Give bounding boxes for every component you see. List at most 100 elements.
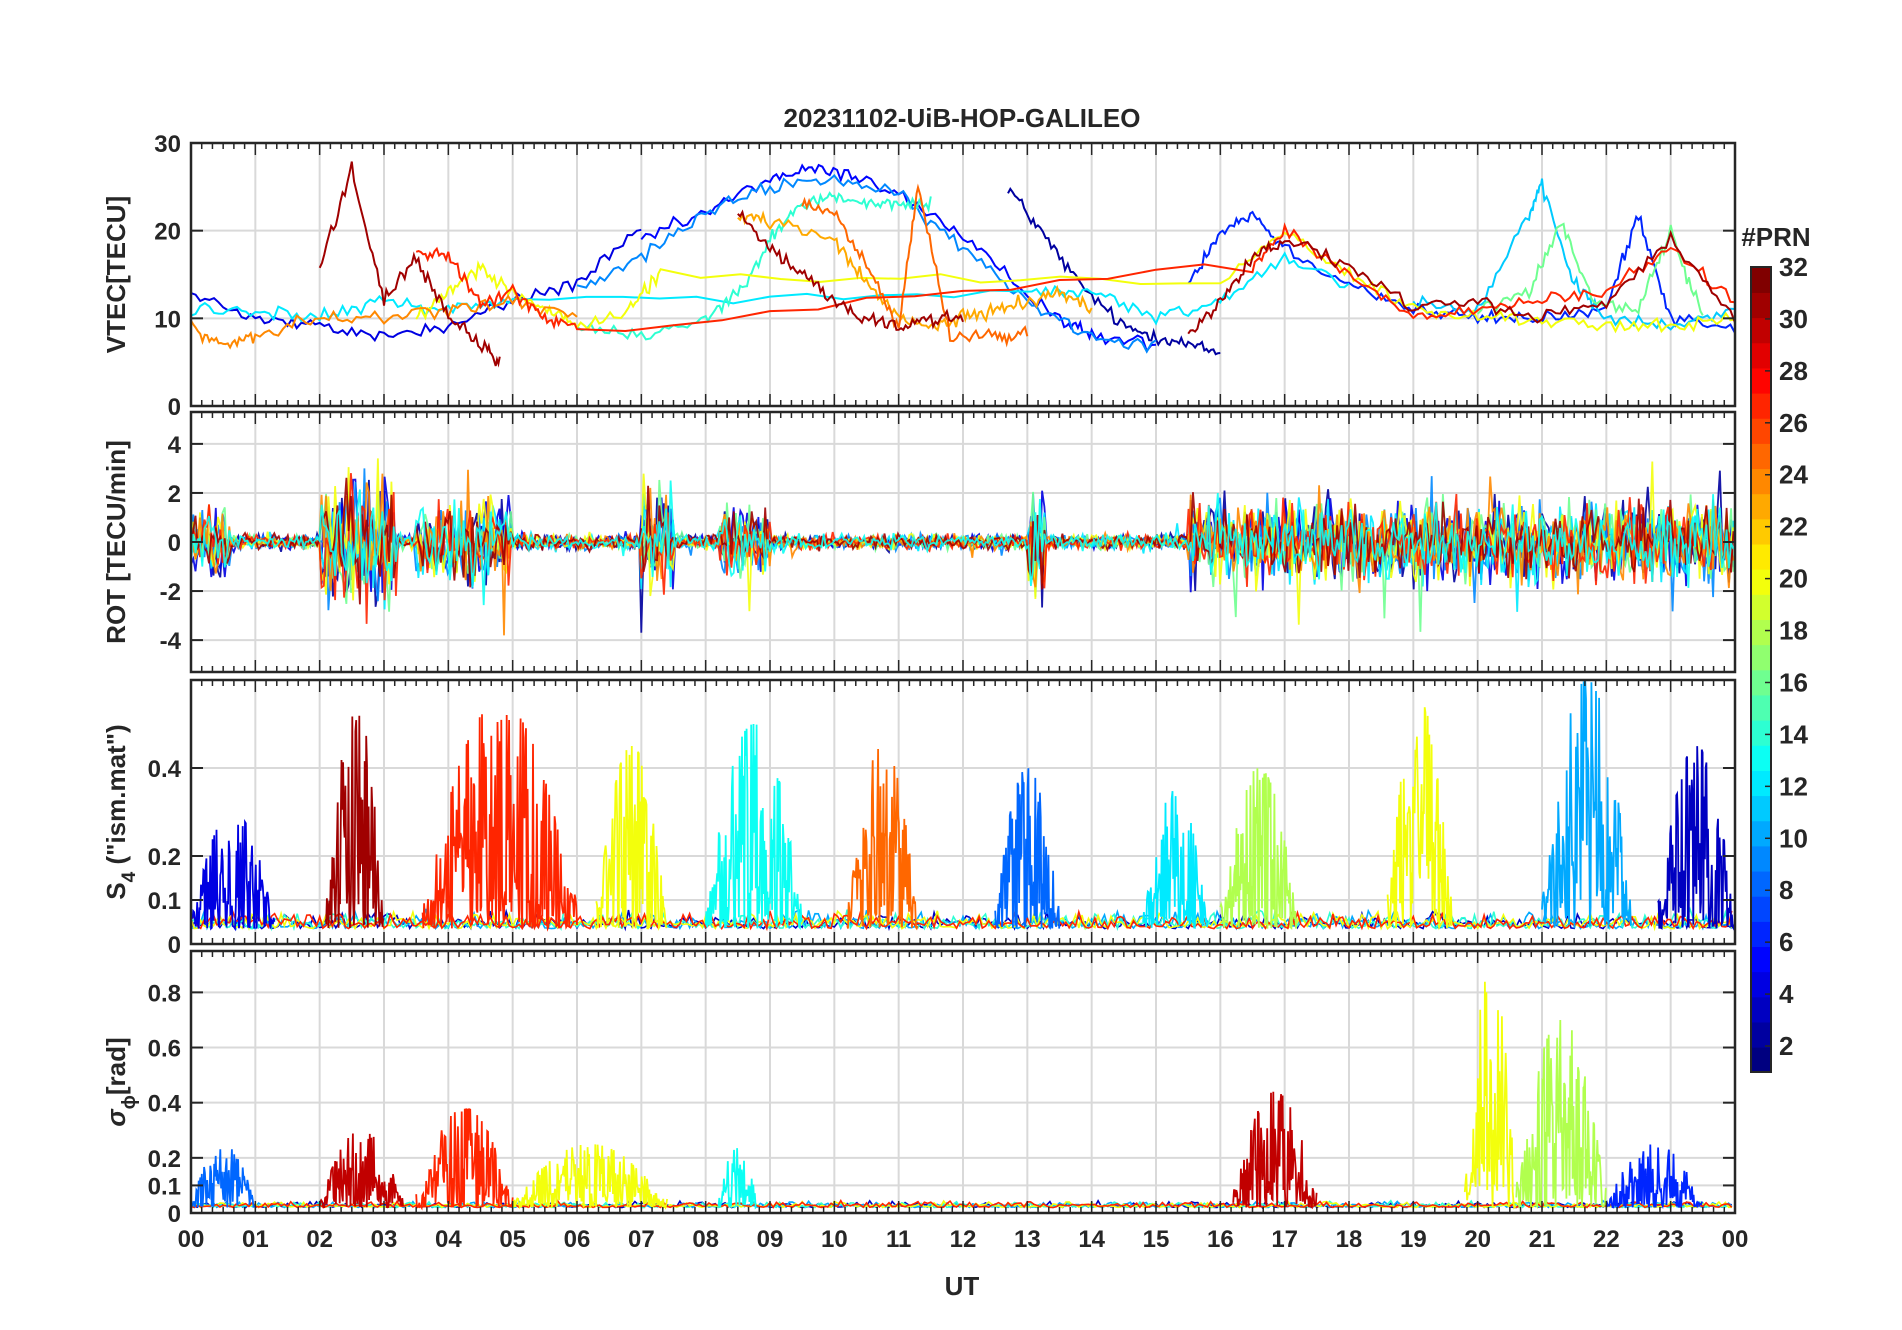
panel-s4: 0 0.1 0.2 0.4 S4 ("ism.mat") — [101, 678, 1737, 959]
x-axis-label: UT — [945, 1271, 980, 1301]
series-line-prn-13 — [704, 723, 803, 930]
colorbar-swatch — [1751, 568, 1771, 595]
series-line-prn-27 — [191, 908, 1733, 932]
colorbar-swatch — [1751, 795, 1771, 822]
colorbar-swatch — [1751, 543, 1771, 570]
colorbar-tick-label: 26 — [1779, 408, 1808, 438]
x-tick-label: 10 — [821, 1226, 848, 1253]
y-tick-label: 0 — [168, 932, 181, 959]
y-axis-label: VTEC[TECU] — [101, 196, 131, 353]
x-tick-label: 21 — [1529, 1226, 1556, 1253]
x-tick-label: 17 — [1271, 1226, 1298, 1253]
panel-vtec: 0 10 20 30 VTEC[TECU] — [101, 131, 1737, 421]
colorbar-frame — [1750, 266, 1772, 1073]
x-tick-label: 18 — [1336, 1226, 1363, 1253]
colorbar-tick-label: 12 — [1779, 771, 1808, 801]
colorbar-swatch — [1751, 870, 1771, 897]
colorbar-swatch — [1751, 342, 1771, 369]
y-tick-label: 0.1 — [148, 888, 181, 915]
series-group — [191, 680, 1735, 932]
series-line-prn-30 — [1232, 1091, 1318, 1210]
colorbar-swatch — [1751, 317, 1771, 344]
x-tick-label: 06 — [564, 1226, 591, 1253]
series-line-prn-12 — [191, 251, 1350, 326]
y-tick-label: 0 — [168, 394, 181, 421]
colorbar-swatch — [1751, 996, 1771, 1023]
series-line-prn-30 — [318, 1133, 404, 1209]
colorbar-swatch — [1751, 292, 1771, 319]
series-line-prn-20 — [1463, 981, 1517, 1210]
figure-title: 20231102-UiB-HOP-GALILEO — [784, 103, 1141, 133]
x-tick-label: 22 — [1593, 1226, 1620, 1253]
series-line-prn-20 — [1386, 707, 1453, 929]
series-line-prn-9 — [576, 174, 1157, 354]
x-tick-label: 09 — [757, 1226, 784, 1253]
x-tick-label: 05 — [499, 1226, 526, 1253]
series-line-prn-13 — [191, 480, 1735, 606]
series-line-prn-31 — [191, 477, 1735, 605]
series-line-prn-4 — [191, 818, 276, 932]
y-tick-label: 0.2 — [148, 844, 181, 871]
series-line-prn-18 — [1515, 1019, 1607, 1210]
x-tick-label: 16 — [1207, 1226, 1234, 1253]
series-line-prn-20 — [191, 908, 1733, 932]
panel-rot: -4 -2 0 2 4 ROT [TECU/min] — [101, 410, 1737, 674]
x-tick-label: 01 — [242, 1226, 269, 1253]
colorbar-tick-label: 28 — [1779, 356, 1808, 386]
y-tick-label: 0 — [168, 1201, 181, 1228]
colorbar-tick-label: 16 — [1779, 667, 1808, 697]
series-line-prn-24 — [191, 294, 578, 350]
x-tick-label: 03 — [371, 1226, 398, 1253]
series-line-prn-31 — [737, 209, 964, 332]
x-tick-label: 14 — [1078, 1226, 1105, 1253]
y-axis-label-rest: [rad] — [101, 1037, 131, 1095]
y-tick-label: 20 — [154, 219, 181, 246]
y-tick-label: 10 — [154, 306, 181, 333]
colorbar-tick-label: 24 — [1779, 460, 1808, 490]
x-tick-labels: 00 01 02 03 04 05 06 07 08 09 10 11 12 13 14 15 16 17 18 19… — [178, 1226, 1749, 1253]
y-tick-label: 0 — [168, 530, 181, 557]
colorbar-tick-label: 14 — [1779, 719, 1808, 749]
colorbar-swatch — [1751, 417, 1771, 444]
colorbar-swatch — [1751, 267, 1771, 293]
colorbar-swatch — [1751, 719, 1771, 746]
y-tick-label: -4 — [160, 628, 182, 655]
colorbar-swatch — [1751, 443, 1771, 470]
series-line-prn-20 — [415, 231, 1735, 334]
series-line-prn-8 — [994, 768, 1061, 930]
y-tick-label: 2 — [168, 481, 181, 508]
colorbar-swatch — [1751, 669, 1771, 696]
colorbar-swatch — [1751, 644, 1771, 671]
x-tick-label: 15 — [1143, 1226, 1170, 1253]
colorbar-swatch — [1751, 744, 1771, 771]
series-line-prn-27 — [415, 1108, 514, 1211]
colorbar-swatch — [1751, 921, 1771, 948]
y-axis-label: ROT [TECU/min] — [101, 440, 131, 644]
y-tick-label: 4 — [168, 432, 182, 459]
y-axis-label-main: S — [101, 882, 131, 899]
colorbar-swatch — [1751, 770, 1771, 797]
series-line-prn-18 — [1219, 768, 1298, 931]
colorbar-tick-label: 4 — [1779, 979, 1794, 1009]
x-tick-label: 00 — [178, 1226, 205, 1253]
series-line-prn-13 — [717, 1148, 758, 1210]
x-tick-label: 02 — [306, 1226, 333, 1253]
colorbar-swatch — [1751, 1046, 1771, 1073]
series-line-prn-2 — [1007, 186, 1221, 356]
colorbar-tick-label: 30 — [1779, 304, 1808, 334]
series-line-prn-3 — [1657, 746, 1735, 931]
x-tick-label: 23 — [1657, 1226, 1684, 1253]
series-line-prn-31 — [1187, 229, 1735, 335]
y-axis-label: σϕ[rad] — [101, 1037, 140, 1126]
colorbar-swatch — [1751, 845, 1771, 872]
colorbar-tick-label: 18 — [1779, 616, 1808, 646]
colorbar-tick-label: 10 — [1779, 823, 1808, 853]
series-line-prn-10 — [1541, 680, 1633, 929]
x-tick-label: 11 — [886, 1226, 911, 1253]
series-line-prn-20 — [595, 745, 668, 931]
x-tick-label: 19 — [1400, 1226, 1427, 1253]
colorbar-swatch — [1751, 594, 1771, 620]
